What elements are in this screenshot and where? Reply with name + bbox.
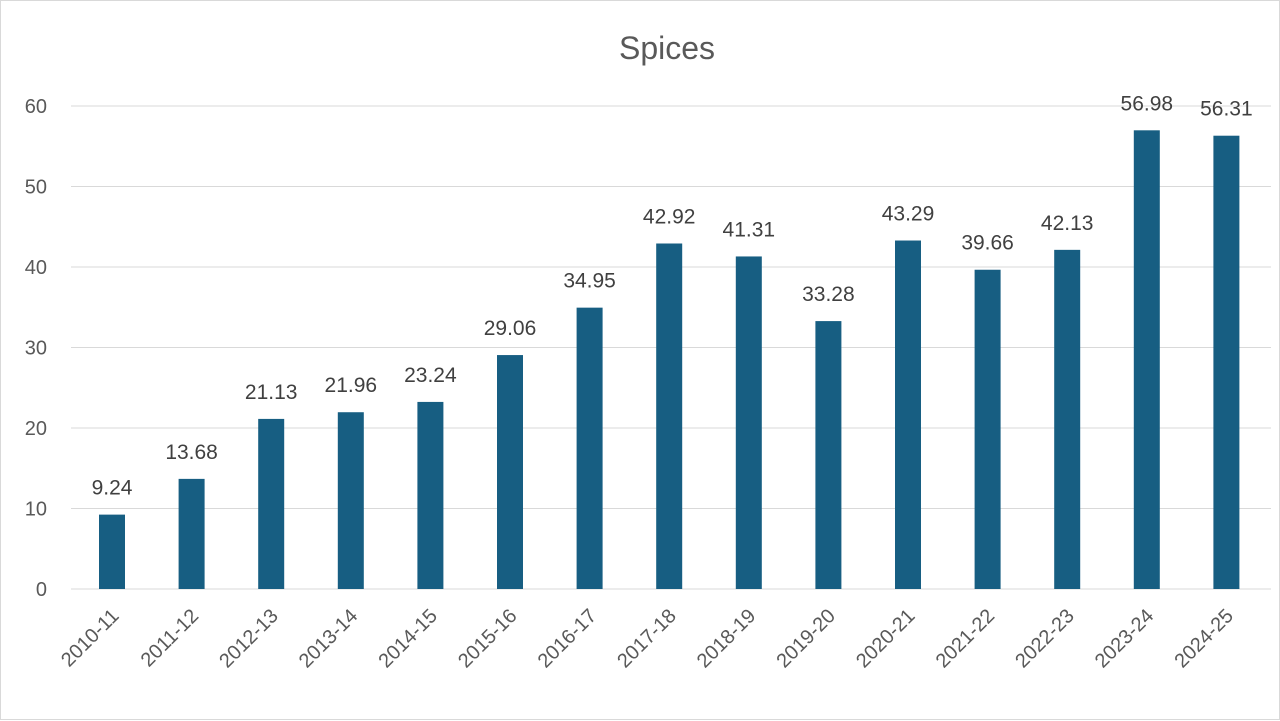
x-tick-label: 2016-17 bbox=[534, 605, 601, 672]
y-tick-label: 10 bbox=[25, 499, 47, 521]
chart-title: Spices bbox=[619, 30, 715, 66]
x-tick-label: 2013-14 bbox=[295, 605, 362, 672]
x-tick-label: 2023-24 bbox=[1091, 605, 1158, 672]
x-tick-label: 2017-18 bbox=[613, 605, 680, 672]
y-tick-label: 50 bbox=[25, 177, 47, 199]
bar bbox=[1054, 249, 1081, 589]
x-tick-label: 2020-21 bbox=[852, 605, 919, 672]
bar bbox=[656, 243, 683, 589]
bar bbox=[497, 355, 523, 589]
bar bbox=[99, 514, 125, 589]
data-label: 56.98 bbox=[1121, 92, 1174, 115]
y-tick-label: 20 bbox=[25, 418, 47, 440]
data-label: 33.28 bbox=[802, 283, 855, 306]
x-tick-label: 2012-13 bbox=[215, 605, 282, 672]
x-tick-label: 2014-15 bbox=[374, 605, 441, 672]
data-label: 41.31 bbox=[723, 218, 776, 241]
x-tick-label: 2021-22 bbox=[932, 605, 999, 672]
bar bbox=[974, 269, 1001, 589]
bar bbox=[1133, 130, 1160, 589]
bar bbox=[815, 321, 842, 589]
x-tick-label: 2024-25 bbox=[1170, 605, 1237, 672]
x-tick-label: 2011-12 bbox=[137, 605, 203, 671]
x-axis-ticks: 2010-11 2011-12 2012-13 2013-14 2014-15 2015-… bbox=[57, 605, 1238, 672]
data-label: 39.66 bbox=[961, 232, 1014, 255]
bar bbox=[895, 240, 921, 589]
data-label: 9.24 bbox=[92, 477, 133, 500]
x-tick-label: 2019-20 bbox=[772, 605, 839, 672]
y-tick-label: 0 bbox=[36, 579, 47, 601]
bar bbox=[258, 418, 285, 589]
data-label: 23.24 bbox=[404, 364, 457, 387]
data-label: 21.96 bbox=[325, 374, 378, 397]
bar bbox=[1213, 135, 1240, 589]
bar bbox=[337, 412, 364, 589]
data-label: 42.13 bbox=[1041, 212, 1094, 235]
y-tick-label: 30 bbox=[25, 338, 47, 360]
bar bbox=[576, 307, 603, 589]
bar bbox=[178, 478, 205, 589]
y-tick-label: 60 bbox=[25, 96, 47, 118]
data-label: 29.06 bbox=[484, 317, 537, 340]
bar bbox=[417, 401, 444, 589]
data-label: 42.92 bbox=[643, 205, 696, 228]
data-label: 43.29 bbox=[882, 203, 935, 226]
data-label: 34.95 bbox=[563, 270, 616, 293]
data-label: 21.13 bbox=[245, 381, 298, 404]
data-label: 13.68 bbox=[165, 441, 218, 464]
x-tick-label: 2010-11 bbox=[57, 605, 123, 671]
y-axis-ticks: 0 10 20 30 40 50 60 bbox=[25, 96, 47, 601]
x-tick-label: 2015-16 bbox=[454, 605, 521, 672]
bar bbox=[735, 256, 762, 589]
y-tick-label: 40 bbox=[25, 257, 47, 279]
data-labels: 9.24 13.68 21.13 21.96 23.24 29.06 34.95 42.92 4… bbox=[92, 92, 1253, 499]
bars bbox=[99, 130, 1240, 589]
data-label: 56.31 bbox=[1200, 98, 1253, 121]
x-tick-label: 2022-23 bbox=[1011, 605, 1078, 672]
x-tick-label: 2018-19 bbox=[693, 605, 760, 672]
